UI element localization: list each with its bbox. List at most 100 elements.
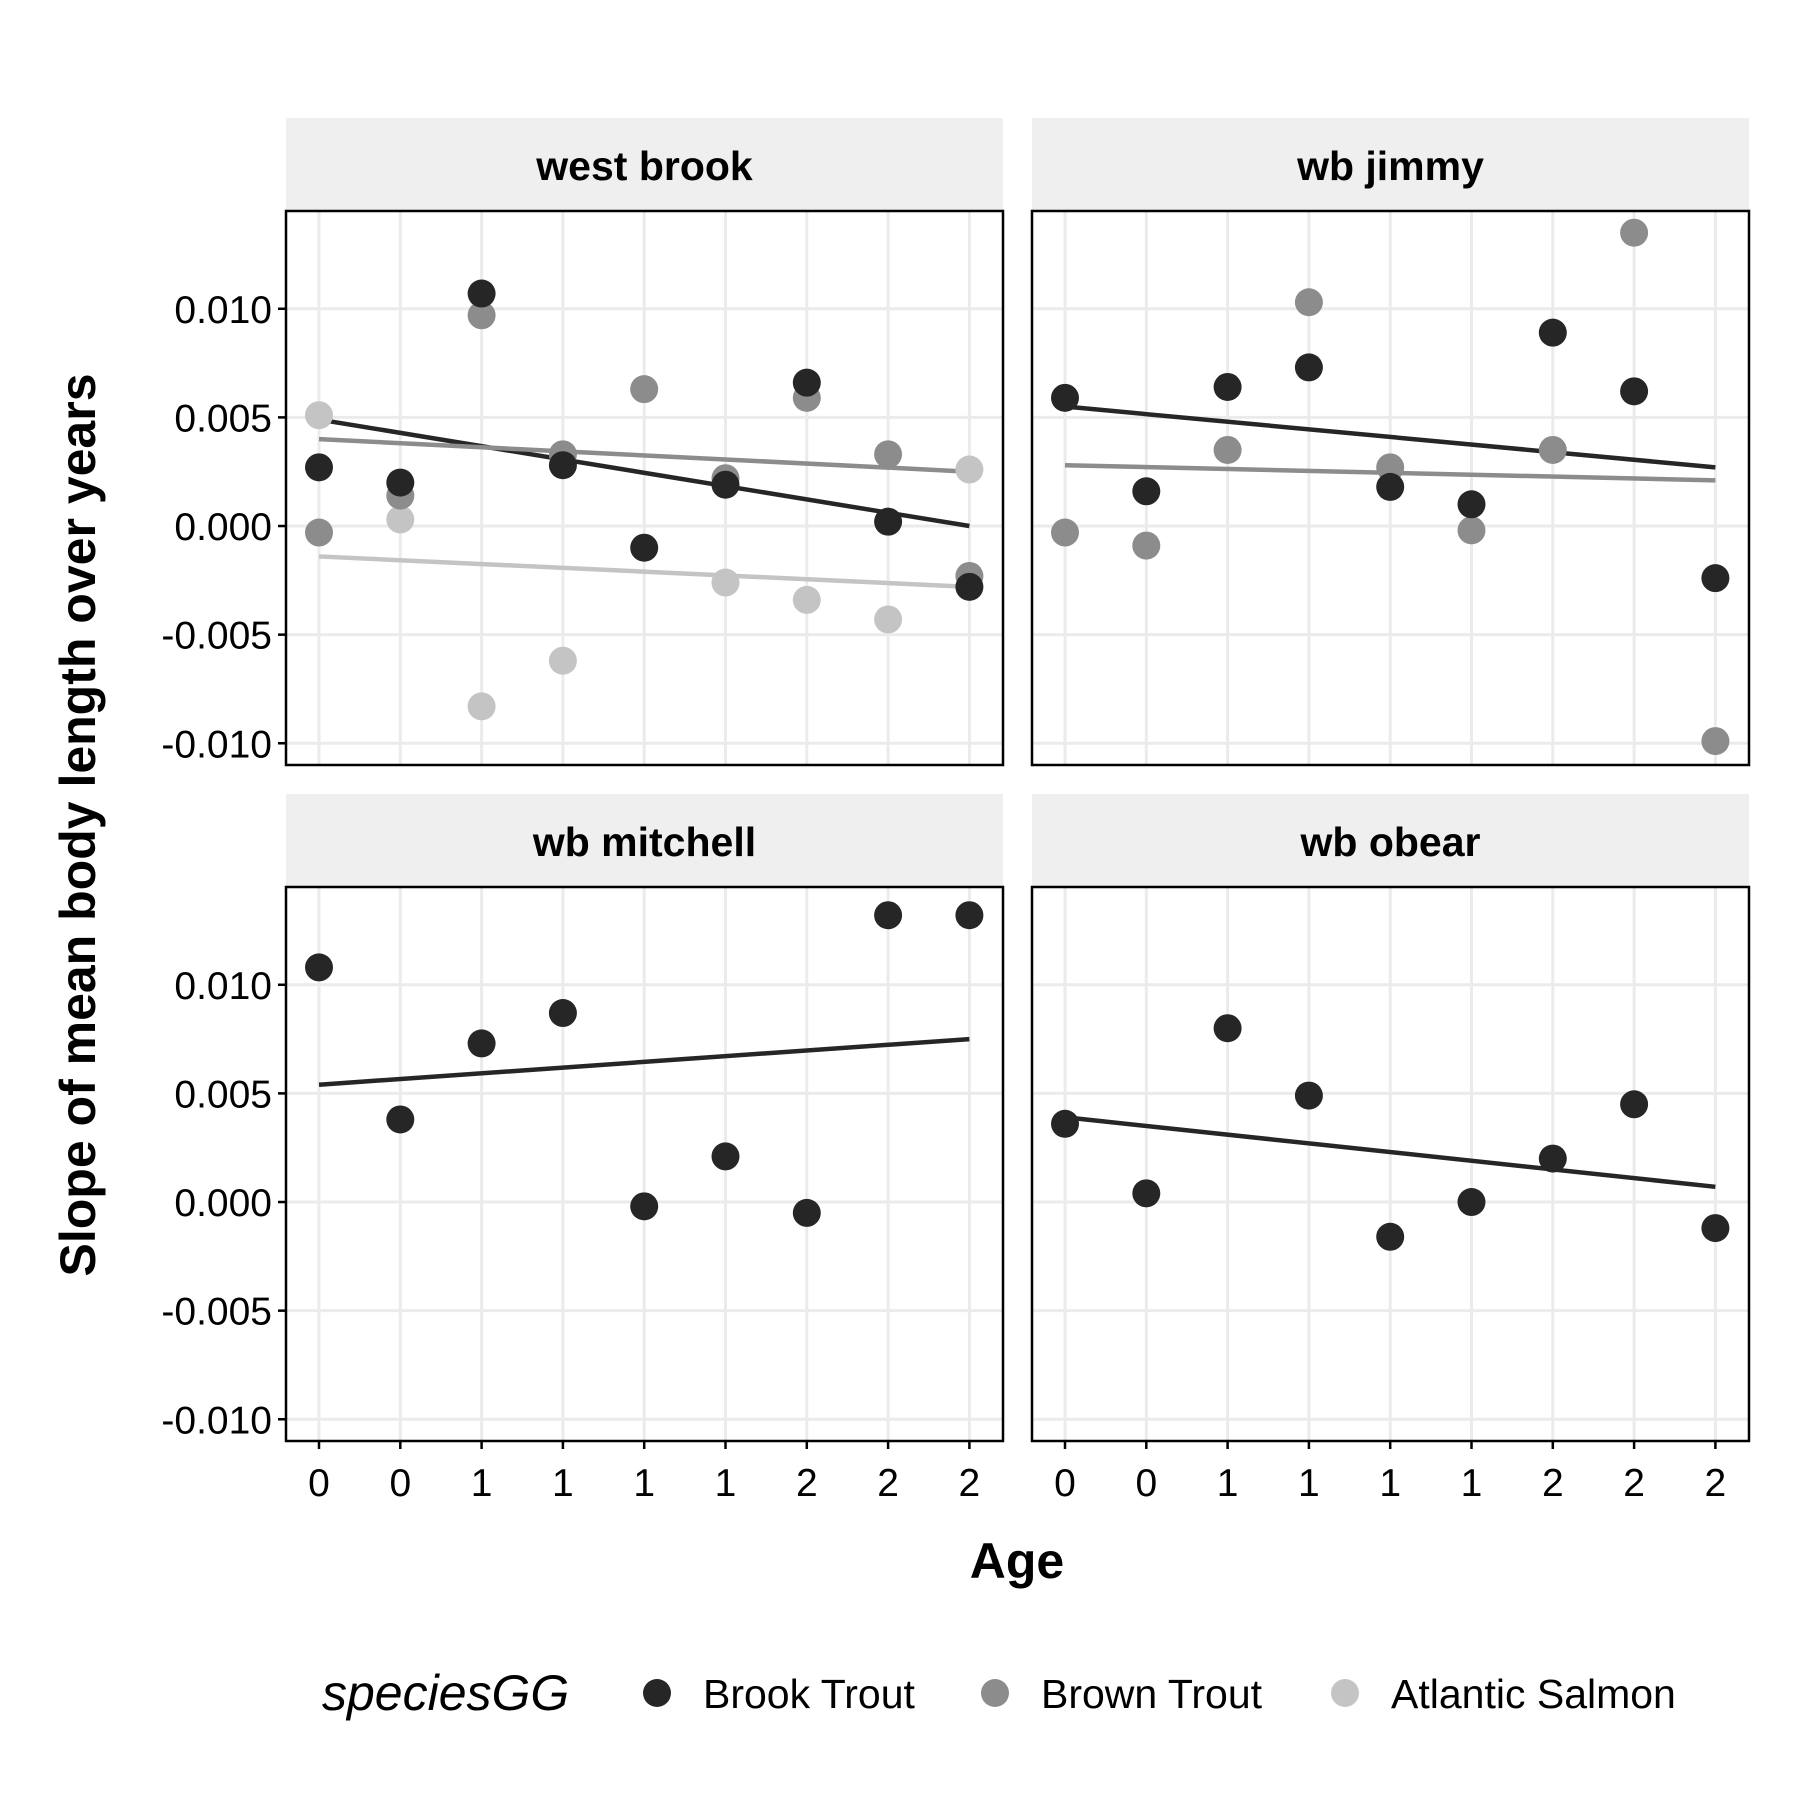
trend-line xyxy=(318,1036,970,1087)
data-point xyxy=(955,901,984,930)
facet-panel: wb jimmy xyxy=(1030,118,1751,767)
y-tick-label: -0.005 xyxy=(161,1291,272,1334)
data-point xyxy=(548,451,577,480)
legend-key xyxy=(1331,1679,1359,1707)
data-point xyxy=(548,646,577,675)
data-point xyxy=(1457,490,1486,519)
trend-line xyxy=(318,436,970,474)
x-tick-label: 0 xyxy=(308,1462,330,1505)
data-point xyxy=(1538,435,1567,464)
x-tick-label: 1 xyxy=(1379,1462,1401,1505)
panel-border xyxy=(1030,209,1751,767)
x-tick-label: 2 xyxy=(796,1462,818,1505)
data-point xyxy=(1620,1090,1649,1119)
data-point xyxy=(874,901,903,930)
data-point xyxy=(1294,353,1323,382)
y-tick-label: -0.005 xyxy=(161,615,272,658)
y-axis-title: Slope of mean body length over years xyxy=(50,373,106,1276)
x-tick-label: 1 xyxy=(715,1462,737,1505)
data-point xyxy=(1294,288,1323,317)
data-point xyxy=(548,999,577,1028)
data-point xyxy=(1538,318,1567,347)
data-point xyxy=(1376,453,1405,482)
data-point xyxy=(386,505,415,534)
data-point xyxy=(1457,1188,1486,1217)
data-point xyxy=(386,1105,415,1134)
panel-border xyxy=(284,209,1005,767)
data-point xyxy=(1620,377,1649,406)
data-point xyxy=(1213,1014,1242,1043)
data-point xyxy=(1294,1081,1323,1110)
data-point xyxy=(1051,383,1079,412)
x-tick-label: 1 xyxy=(1461,1462,1483,1505)
data-point xyxy=(630,375,659,404)
data-point xyxy=(711,470,740,499)
legend-label: Brown Trout xyxy=(1041,1671,1263,1717)
facet-strip xyxy=(1032,118,1749,211)
data-point xyxy=(305,401,333,430)
facet-strip xyxy=(286,118,1003,211)
y-tick-label: 0.005 xyxy=(174,1073,272,1116)
legend-key xyxy=(643,1679,671,1707)
data-point xyxy=(630,533,659,562)
legend-label: Atlantic Salmon xyxy=(1391,1671,1676,1717)
data-point xyxy=(305,453,333,482)
data-point xyxy=(1213,372,1242,401)
x-tick-label: 0 xyxy=(1054,1462,1076,1505)
trend-line xyxy=(1064,1115,1716,1190)
data-point xyxy=(792,1198,821,1227)
data-point xyxy=(1538,1144,1567,1173)
facet-strip-label: wb jimmy xyxy=(1296,143,1484,189)
y-tick-label: -0.010 xyxy=(161,1399,272,1442)
data-point xyxy=(1457,516,1486,545)
facet-strip-label: wb mitchell xyxy=(532,819,756,865)
x-tick-label: 1 xyxy=(471,1462,493,1505)
facet-panel: wb mitchell -0.010 -0.005 0.000 0.005 0.010 0 0… xyxy=(161,794,1005,1505)
facet-strip xyxy=(286,794,1003,887)
facet-strip xyxy=(1032,794,1749,887)
x-tick-label: 2 xyxy=(1542,1462,1564,1505)
data-point xyxy=(1376,1222,1405,1251)
data-point xyxy=(1701,564,1730,593)
data-point xyxy=(1701,1214,1730,1243)
y-tick-label: 0.000 xyxy=(174,1182,272,1225)
data-point xyxy=(1701,727,1730,756)
data-point xyxy=(955,455,984,484)
y-tick-label: 0.005 xyxy=(174,397,272,440)
data-point xyxy=(1132,1179,1161,1208)
data-point xyxy=(1132,477,1161,506)
y-tick-label: 0.010 xyxy=(174,289,272,332)
trend-line xyxy=(1064,404,1716,470)
data-point xyxy=(467,692,496,721)
x-tick-label: 2 xyxy=(959,1462,981,1505)
data-point xyxy=(467,1029,496,1058)
y-tick-label: -0.010 xyxy=(161,723,272,766)
data-point xyxy=(1376,472,1405,501)
data-point xyxy=(1132,531,1161,560)
x-axis-title: Age xyxy=(970,1533,1064,1589)
facet-panels: west brook-0.010-0.0050.0000.0050.010wb … xyxy=(161,118,1751,1505)
data-point xyxy=(467,279,496,308)
data-point xyxy=(792,585,821,614)
x-tick-label: 1 xyxy=(633,1462,655,1505)
trend-line xyxy=(318,554,970,590)
facet-panel: wb obear 0 0 1 1 1 1 2 2 2 xyxy=(1030,794,1751,1505)
y-tick-label: 0.010 xyxy=(174,965,272,1008)
trend-line xyxy=(318,417,970,529)
legend-title: speciesGG xyxy=(322,1665,569,1721)
data-point xyxy=(305,953,333,982)
data-point xyxy=(1620,218,1649,247)
facet-strip-label: wb obear xyxy=(1300,819,1481,865)
data-point xyxy=(874,440,903,469)
x-tick-label: 2 xyxy=(1623,1462,1645,1505)
data-point xyxy=(874,605,903,634)
data-point xyxy=(955,572,984,601)
legend: speciesGG Brook Trout Brown Trout Atlantic… xyxy=(322,1665,1676,1721)
data-point xyxy=(1051,518,1079,547)
data-point xyxy=(305,518,333,547)
x-tick-label: 0 xyxy=(1135,1462,1157,1505)
facet-panel: west brook -0.010 -0.005 0.000 0.005 0.010 xyxy=(161,118,1005,767)
data-point xyxy=(1051,1109,1079,1138)
